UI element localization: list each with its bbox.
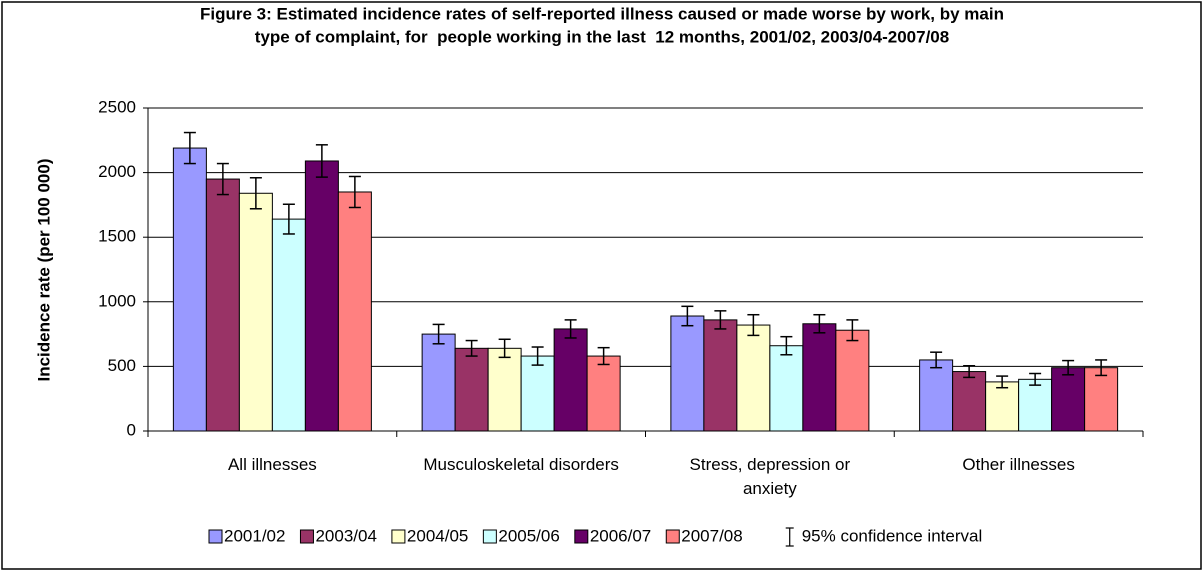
legend-label: 2001/02 (224, 526, 285, 545)
legend-label: 2006/07 (590, 526, 651, 545)
error-bar (930, 351, 943, 369)
y-tick-label: 1500 (98, 227, 136, 246)
bar (1084, 367, 1119, 432)
error-bar (963, 365, 976, 379)
bar (1051, 367, 1086, 432)
bar (553, 328, 588, 432)
legend-swatch (299, 529, 314, 544)
y-tick-label: 2500 (98, 97, 136, 116)
chart-title: type of complaint, for people working in… (255, 27, 949, 46)
y-axis-label: Incidence rate (per 100 000) (34, 158, 53, 381)
bar (919, 359, 954, 432)
bar (802, 323, 837, 432)
legend-swatch (482, 529, 497, 544)
error-bar (846, 319, 859, 342)
legend-swatch (208, 529, 223, 544)
error-bar (780, 335, 793, 356)
bar (1018, 378, 1053, 432)
error-bar (315, 144, 328, 178)
bar (421, 333, 456, 432)
legend-swatch (665, 529, 680, 544)
chart-title: Figure 3: Estimated incidence rates of s… (200, 4, 1004, 23)
bar (952, 371, 987, 432)
error-bar (432, 323, 445, 345)
legend-label: 2005/06 (498, 526, 559, 545)
legend-label: 2004/05 (407, 526, 468, 545)
bar (271, 218, 306, 432)
error-bar (531, 346, 544, 366)
y-tick-label: 0 (127, 420, 136, 439)
error-bar (564, 319, 577, 339)
x-tick-label: All illnesses (227, 455, 317, 474)
legend-swatch (391, 529, 406, 544)
x-tick-label: Other illnesses (962, 455, 1075, 474)
error-bar (1062, 359, 1075, 376)
bar (586, 355, 621, 432)
bar (835, 329, 870, 432)
error-bar (216, 162, 229, 196)
bar (985, 381, 1020, 432)
error-bar (183, 131, 196, 165)
y-tick-label: 2000 (98, 162, 136, 181)
bar (238, 192, 273, 432)
x-tick-label: Musculoskeletal disorders (423, 455, 619, 474)
error-bar (813, 313, 826, 334)
error-bar (465, 339, 478, 357)
legend-label: 95% confidence interval (802, 526, 983, 545)
error-bar (714, 310, 727, 330)
error-bar (282, 203, 295, 235)
bar (454, 347, 489, 432)
x-tick-label: Stress, depression or anxiety (689, 455, 851, 498)
error-bar (498, 338, 511, 359)
bar (769, 345, 804, 432)
error-bar (996, 375, 1009, 389)
error-bar (597, 346, 610, 366)
bar (172, 147, 207, 432)
legend-swatch (574, 529, 589, 544)
legend-label: 2007/08 (681, 526, 742, 545)
bar (703, 319, 738, 432)
y-tick-label: 500 (108, 356, 136, 375)
bar (205, 178, 240, 432)
error-bar (1095, 359, 1108, 377)
bar (304, 160, 339, 432)
error-bar (681, 305, 694, 327)
bar (337, 191, 372, 432)
error-bar (747, 313, 760, 337)
error-bar (348, 175, 361, 209)
bar (487, 347, 522, 432)
bar (736, 324, 771, 432)
error-bar (249, 177, 262, 210)
y-tick-label: 1000 (98, 291, 136, 310)
bar (670, 315, 705, 432)
legend-label: 2003/04 (315, 526, 376, 545)
error-bar (1029, 372, 1042, 386)
bar (520, 355, 555, 432)
